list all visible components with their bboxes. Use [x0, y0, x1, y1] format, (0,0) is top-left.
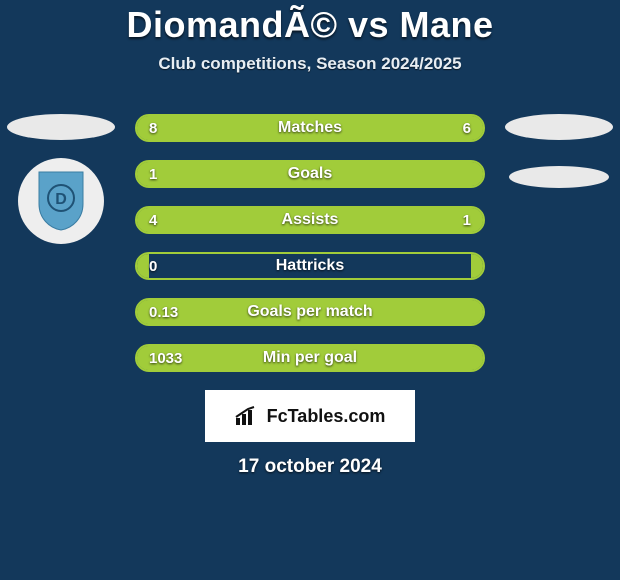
- club-logo-left: D: [18, 158, 104, 244]
- stat-row: 0Hattricks: [135, 252, 485, 280]
- stat-label: Assists: [137, 208, 483, 232]
- player-ellipse-left: [7, 114, 115, 140]
- stat-row: 1033Min per goal: [135, 344, 485, 372]
- branding-text: FcTables.com: [267, 406, 386, 427]
- shield-letter: D: [55, 191, 67, 208]
- date-text: 17 october 2024: [0, 456, 620, 478]
- left-player-column: D: [6, 114, 116, 244]
- player-ellipse-right-2: [509, 166, 609, 188]
- page-title: DiomandÃ© vs Mane: [0, 0, 620, 46]
- player-ellipse-right-1: [505, 114, 613, 140]
- stat-row: 86Matches: [135, 114, 485, 142]
- shield-icon: D: [35, 170, 87, 232]
- stat-label: Min per goal: [137, 346, 483, 370]
- page-subtitle: Club competitions, Season 2024/2025: [0, 54, 620, 74]
- branding-badge: FcTables.com: [205, 390, 415, 442]
- stat-bars: 86Matches 1Goals 41Assists 0Hattricks 0.13Go…: [135, 114, 485, 372]
- stat-label: Hattricks: [137, 254, 483, 278]
- comparison-stage: D 86Matches 1Goals 41Assists 0Hattricks 0.13…: [0, 114, 620, 478]
- stat-row: 0.13Goals per match: [135, 298, 485, 326]
- stat-row: 41Assists: [135, 206, 485, 234]
- chart-icon: [235, 406, 261, 426]
- stat-row: 1Goals: [135, 160, 485, 188]
- stat-label: Goals per match: [137, 300, 483, 324]
- right-player-column: [504, 114, 614, 188]
- stat-label: Goals: [137, 162, 483, 186]
- stat-label: Matches: [137, 116, 483, 140]
